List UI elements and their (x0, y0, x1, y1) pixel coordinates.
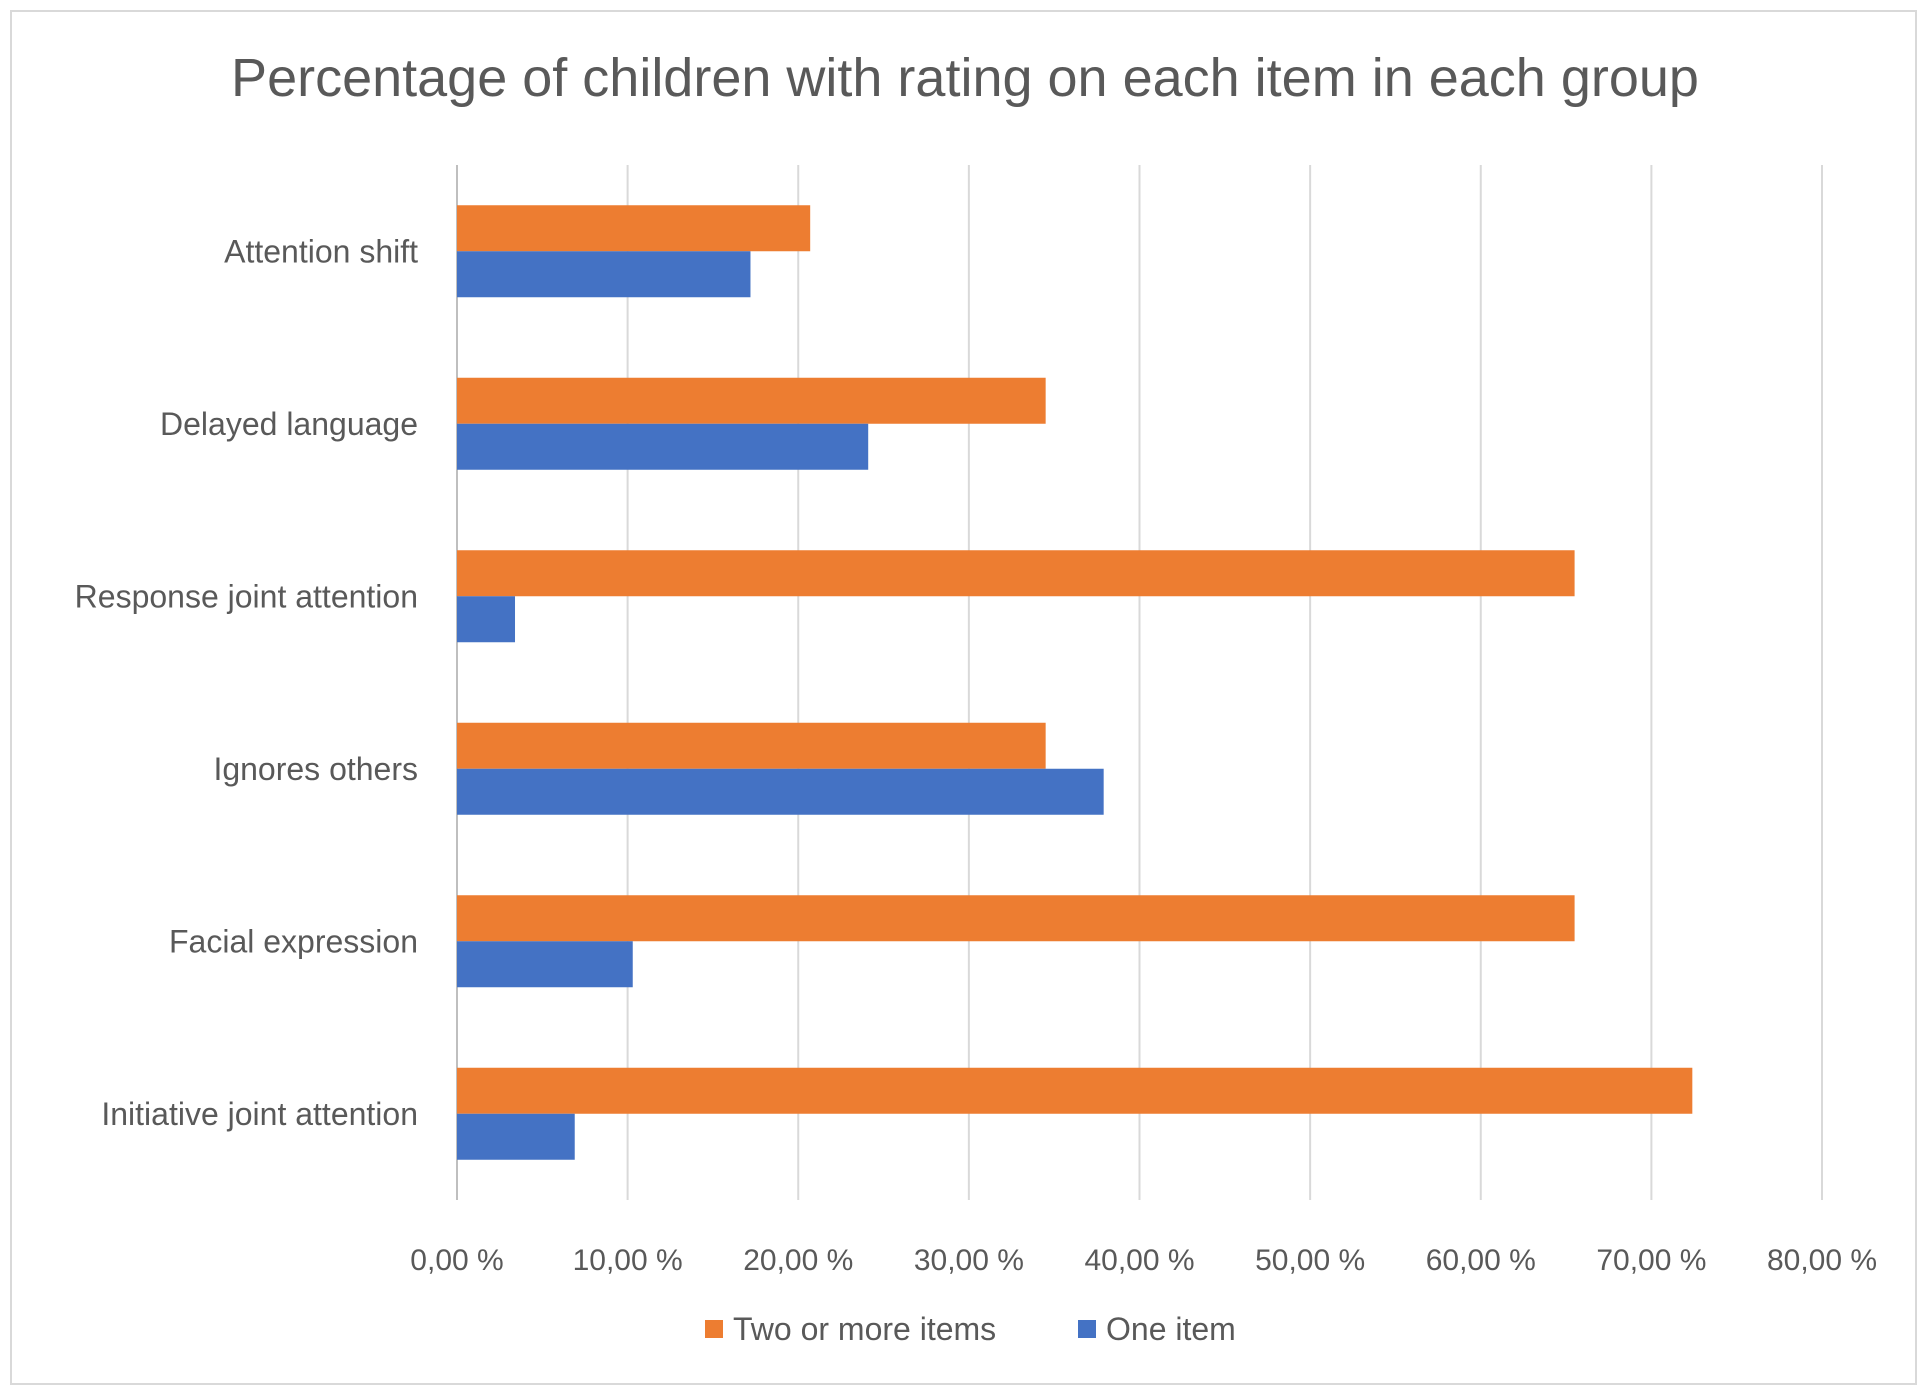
bar-one-item (457, 423, 869, 470)
bars (457, 205, 1693, 1160)
x-tick-label: 20,00 % (743, 1244, 853, 1277)
bar-one-item (457, 1113, 575, 1160)
x-tick-label: 10,00 % (573, 1244, 683, 1277)
bar-one-item (457, 941, 633, 988)
chart-frame (10, 10, 1917, 1385)
chart-title: Percentage of children with rating on ea… (231, 48, 1699, 108)
x-tick-label: 70,00 % (1596, 1244, 1706, 1277)
legend-label: One item (1106, 1311, 1236, 1347)
x-tick-labels: 0,00 % 10,00 % 20,00 % 30,00 % 40,00 % 50,00 … (410, 1244, 1877, 1277)
bar-one-item (457, 768, 1104, 815)
bar-two-or-more-items (457, 205, 811, 252)
category-label: Attention shift (224, 233, 418, 269)
legend-swatch (1078, 1320, 1096, 1338)
bar-one-item (457, 596, 516, 643)
x-tick-label: 0,00 % (410, 1244, 503, 1277)
category-label: Response joint attention (75, 578, 418, 614)
category-labels: Attention shift Delayed language Response … (75, 233, 418, 1132)
bar-two-or-more-items (457, 550, 1575, 597)
x-tick-label: 40,00 % (1084, 1244, 1194, 1277)
x-tick-label: 50,00 % (1255, 1244, 1365, 1277)
bar-two-or-more-items (457, 722, 1046, 769)
legend-swatch (705, 1320, 723, 1338)
x-tick-label: 80,00 % (1767, 1244, 1877, 1277)
category-label: Delayed language (160, 406, 418, 442)
category-label: Ignores others (213, 751, 418, 787)
legend-label: Two or more items (733, 1311, 996, 1347)
category-label: Initiative joint attention (101, 1096, 418, 1132)
legend: Two or more items One item (705, 1311, 1236, 1347)
x-tick-label: 60,00 % (1426, 1244, 1536, 1277)
gridlines (456, 165, 1823, 1200)
bar-two-or-more-items (457, 377, 1046, 424)
bar-two-or-more-items (457, 895, 1575, 942)
x-tick-label: 30,00 % (914, 1244, 1024, 1277)
bar-two-or-more-items (457, 1067, 1693, 1114)
category-label: Facial expression (169, 923, 418, 959)
bar-one-item (457, 251, 751, 298)
